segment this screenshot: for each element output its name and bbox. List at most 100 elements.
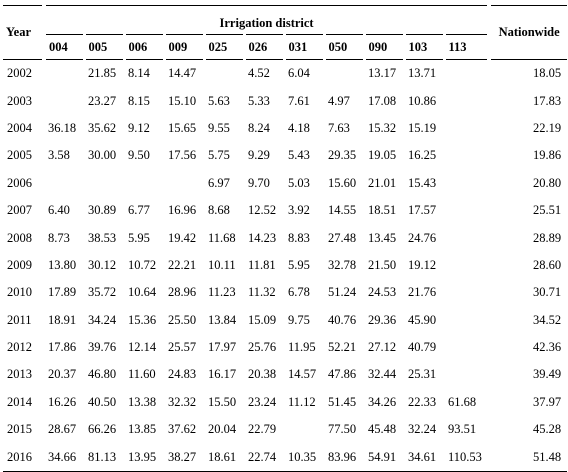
value-cell: 61.68 xyxy=(448,394,477,409)
value-cell: 35.72 xyxy=(88,285,117,300)
district-header-103: 103 xyxy=(404,34,446,60)
value-cell: 8.24 xyxy=(248,120,270,135)
value-cell: 12.14 xyxy=(128,340,157,355)
nationwide-cell: 37.97 xyxy=(533,394,562,409)
district-header-005: 005 xyxy=(84,34,126,60)
value-cell: 25.31 xyxy=(408,367,437,382)
value-cell: 13.38 xyxy=(128,394,157,409)
value-cell: 16.26 xyxy=(48,394,77,409)
value-cell: 32.78 xyxy=(328,257,357,272)
value-cell xyxy=(444,60,489,88)
value-cell: 10.86 xyxy=(408,93,437,108)
value-cell: 9.29 xyxy=(248,148,270,163)
value-cell: 11.81 xyxy=(248,257,276,272)
table-row: 2005 3.58 30.00 9.50 17.56 5.75 9.29 5.43 29.35 1… xyxy=(3,142,567,169)
value-cell: 15.10 xyxy=(168,93,197,108)
value-cell: 4.97 xyxy=(328,93,350,108)
value-cell: 20.38 xyxy=(248,367,277,382)
value-cell xyxy=(444,252,489,279)
value-cell xyxy=(444,279,489,306)
value-cell: 9.75 xyxy=(288,312,310,327)
value-cell xyxy=(124,170,164,197)
value-cell: 20.04 xyxy=(208,422,237,437)
year-cell: 2014 xyxy=(7,394,32,409)
value-cell: 37.62 xyxy=(168,422,197,437)
year-cell: 2004 xyxy=(7,120,32,135)
table-body: 2002 21.85 8.14 14.47 4.52 6.04 13.17 13.71 18.0… xyxy=(3,60,568,472)
nationwide-cell: 51.48 xyxy=(489,443,568,472)
district-header-026: 026 xyxy=(244,34,286,60)
value-cell: 13.95 xyxy=(124,443,164,472)
value-cell: 15.09 xyxy=(248,312,277,327)
table-row: 2010 17.89 35.72 10.64 28.96 11.23 11.32 6.78 51… xyxy=(3,279,567,306)
value-cell: 18.51 xyxy=(368,203,397,218)
value-cell: 11.12 xyxy=(288,394,316,409)
nationwide-cell: 22.19 xyxy=(533,120,562,135)
year-cell: 2006 xyxy=(7,175,32,190)
value-cell: 15.60 xyxy=(328,175,357,190)
value-cell: 34.24 xyxy=(88,312,117,327)
value-cell: 19.05 xyxy=(368,148,397,163)
nationwide-cell: 18.05 xyxy=(533,66,562,81)
value-cell xyxy=(44,170,84,197)
value-cell xyxy=(44,87,84,114)
value-cell: 11.95 xyxy=(288,340,316,355)
value-cell xyxy=(164,170,204,197)
value-cell: 11.23 xyxy=(208,285,236,300)
value-cell xyxy=(444,142,489,169)
value-cell: 16.96 xyxy=(168,203,197,218)
nationwide-cell: 34.52 xyxy=(533,312,562,327)
value-cell: 8.15 xyxy=(128,93,150,108)
value-cell: 8.68 xyxy=(208,203,230,218)
year-cell: 2002 xyxy=(7,66,32,81)
nationwide-cell: 45.28 xyxy=(533,422,562,437)
district-header-006: 006 xyxy=(124,34,166,60)
value-cell: 32.32 xyxy=(168,394,197,409)
table-row: 2007 6.40 30.89 6.77 16.96 8.68 12.52 3.92 14.55… xyxy=(3,197,567,224)
value-cell: 22.74 xyxy=(244,443,284,472)
value-cell: 6.78 xyxy=(288,285,310,300)
table-row: 2015 28.67 66.26 13.85 37.62 20.04 22.79 77.50 4… xyxy=(3,416,567,443)
value-cell xyxy=(324,60,364,88)
value-cell: 6.04 xyxy=(288,66,310,81)
year-cell: 2016 xyxy=(3,443,44,472)
value-cell: 10.35 xyxy=(284,443,324,472)
value-cell: 38.27 xyxy=(164,443,204,472)
value-cell: 15.43 xyxy=(408,175,437,190)
value-cell: 13.45 xyxy=(368,230,397,245)
value-cell xyxy=(444,170,489,197)
value-cell: 21.76 xyxy=(408,285,437,300)
value-cell: 9.12 xyxy=(128,120,150,135)
value-cell: 11.32 xyxy=(248,285,276,300)
value-cell: 16.25 xyxy=(408,148,437,163)
value-cell: 93.51 xyxy=(448,422,477,437)
value-cell: 21.01 xyxy=(368,175,397,190)
value-cell: 46.80 xyxy=(88,367,117,382)
value-cell xyxy=(204,60,244,88)
value-cell xyxy=(444,334,489,361)
value-cell: 16.17 xyxy=(208,367,237,382)
table-row: 2004 36.18 35.62 9.12 15.65 9.55 8.24 4.18 7.63 1… xyxy=(3,115,567,142)
value-cell: 24.53 xyxy=(368,285,397,300)
district-header-004: 004 xyxy=(44,34,86,60)
value-cell: 6.77 xyxy=(128,203,150,218)
value-cell: 29.35 xyxy=(328,148,357,163)
value-cell: 30.89 xyxy=(88,203,117,218)
value-cell: 4.18 xyxy=(288,120,310,135)
value-cell: 17.89 xyxy=(48,285,77,300)
value-cell: 8.73 xyxy=(48,230,70,245)
value-cell: 51.24 xyxy=(328,285,357,300)
value-cell: 8.83 xyxy=(288,230,310,245)
value-cell: 24.83 xyxy=(168,367,197,382)
nationwide-cell: 28.60 xyxy=(533,257,562,272)
value-cell: 17.08 xyxy=(368,93,397,108)
value-cell: 11.68 xyxy=(208,230,236,245)
value-cell: 25.50 xyxy=(168,312,197,327)
year-cell: 2007 xyxy=(7,203,32,218)
nationwide-cell: 20.80 xyxy=(533,175,562,190)
value-cell: 25.76 xyxy=(248,340,277,355)
value-cell: 13.71 xyxy=(408,66,437,81)
nationwide-cell: 39.49 xyxy=(533,367,562,382)
year-cell: 2005 xyxy=(7,148,32,163)
nationwide-cell: 25.51 xyxy=(533,203,562,218)
